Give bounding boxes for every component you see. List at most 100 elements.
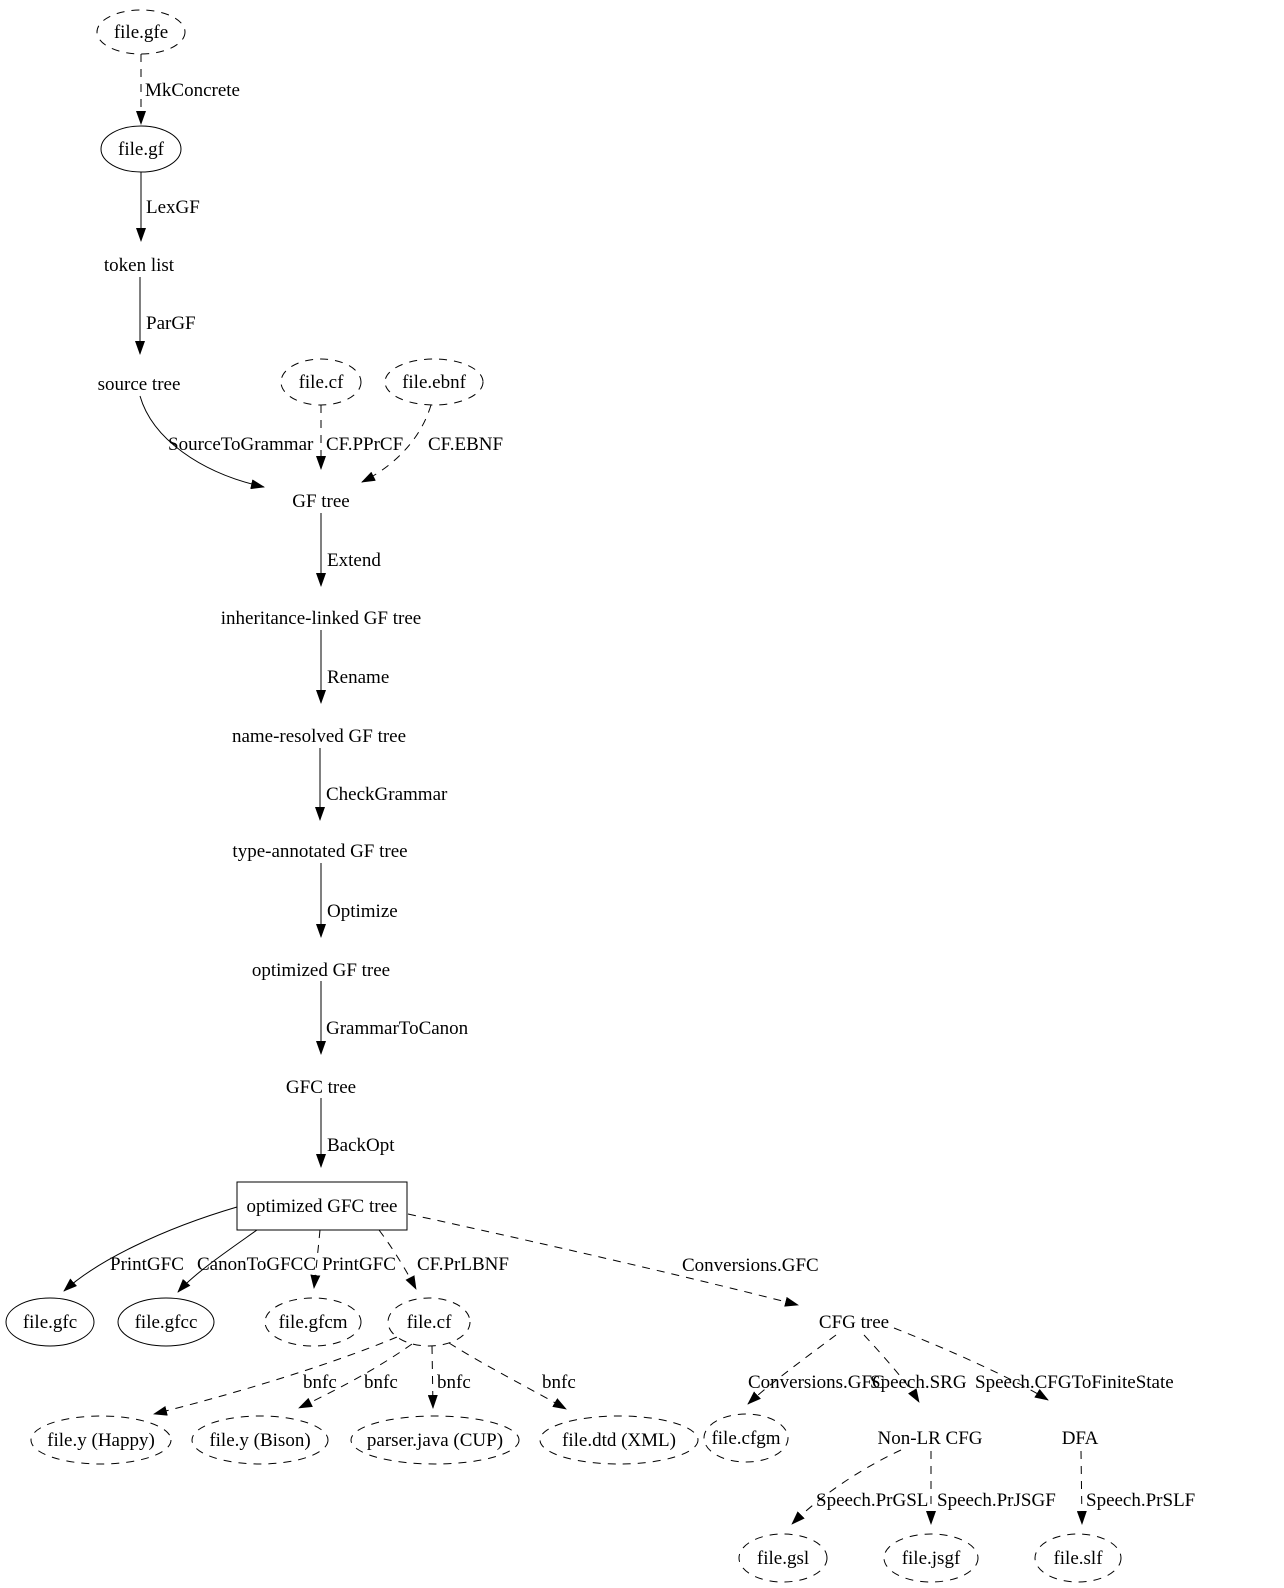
node-shape [236, 1181, 408, 1231]
node-label: name-resolved GF tree [232, 726, 406, 747]
node-file-cf-bottom: file.cf [387, 1297, 471, 1347]
edge-label: PrintGFC [110, 1254, 184, 1275]
node-inheritance-linked-gf-tree: inheritance-linked GF tree [221, 608, 421, 629]
node-shape [280, 358, 362, 406]
edge-speech-prslf: Speech.PrSLF [1076, 1450, 1195, 1525]
edge-line [448, 1342, 567, 1410]
edge-line [153, 1336, 398, 1416]
node-shape [703, 1413, 789, 1463]
edge-label: SourceToGrammar [168, 434, 314, 455]
node-label: file.jsgf [902, 1548, 961, 1569]
node-shape [384, 358, 484, 406]
edge-line [1076, 1450, 1087, 1525]
edge-lexgf: LexGF [136, 172, 200, 242]
node-file-ebnf: file.ebnf [384, 358, 484, 406]
node-file-cf-top: file.cf [280, 358, 362, 406]
node-label: file.cf [299, 372, 345, 393]
edge-line [177, 1229, 258, 1293]
edge-sourcetogrammar: SourceToGrammar [139, 395, 314, 490]
edge-speech-prgsl: Speech.PrGSL [791, 1449, 928, 1525]
edge-label: ParGF [146, 313, 196, 334]
node-name-resolved-gf-tree: name-resolved GF tree [232, 726, 406, 747]
node-label: file.gfc [23, 1312, 77, 1333]
node-label: optimized GFC tree [247, 1196, 398, 1217]
node-label: file.cf [407, 1312, 453, 1333]
edge-label: bnfc [364, 1372, 398, 1393]
edge-speech-prjsgf: Speech.PrJSGF [926, 1451, 1056, 1525]
node-shape [387, 1297, 471, 1347]
edge-line [378, 1229, 417, 1290]
edge-backopt: BackOpt [316, 1098, 395, 1168]
edge-label: Speech.SRG [870, 1372, 967, 1393]
edge-bnfc-bison: bnfc [298, 1343, 413, 1409]
node-shape [117, 1297, 215, 1347]
edge-label: bnfc [437, 1372, 471, 1393]
edge-label: Speech.PrJSGF [937, 1490, 1056, 1511]
edge-conversions-gfc-cfgm: Conversions.GFC [747, 1334, 885, 1405]
node-label: Non-LR CFG [877, 1428, 982, 1449]
edge-speech-cfgtofinitestate: Speech.CFGToFiniteState [893, 1327, 1174, 1401]
edge-line [791, 1449, 902, 1525]
node-label: file.y (Happy) [47, 1430, 155, 1451]
node-label: type-annotated GF tree [232, 841, 407, 862]
node-label: CFG tree [819, 1312, 889, 1333]
node-shape [96, 9, 186, 55]
node-file-y-bison: file.y (Bison) [191, 1415, 329, 1465]
node-label: DFA [1062, 1428, 1099, 1449]
node-shape [1034, 1533, 1122, 1583]
node-gf-tree: GF tree [292, 491, 350, 512]
node-shape [738, 1533, 828, 1583]
edge-line [310, 1229, 321, 1289]
edge-label: Conversions.GFC [682, 1255, 819, 1276]
node-shape [5, 1297, 95, 1347]
node-label: file.y (Bison) [209, 1430, 310, 1451]
edge-cf-ebnf: CF.EBNF [361, 404, 503, 483]
node-label: file.cfgm [711, 1428, 780, 1449]
edge-label: CheckGrammar [326, 784, 448, 805]
edge-line [747, 1334, 837, 1405]
node-file-cfgm: file.cfgm [703, 1413, 789, 1463]
edge-label: LexGF [146, 197, 200, 218]
node-file-dtd-xml: file.dtd (XML) [539, 1415, 699, 1465]
node-shape [883, 1533, 979, 1583]
node-label: token list [104, 255, 175, 276]
node-non-lr-cfg: Non-LR CFG [877, 1428, 982, 1449]
edge-bnfc-happy: bnfc [153, 1336, 398, 1416]
node-gfc-tree: GFC tree [286, 1077, 356, 1098]
edge-canontogfcc: CanonToGFCC [177, 1229, 316, 1293]
edge-printgfc-gfc: PrintGFC [63, 1206, 238, 1292]
edge-cf-pprcf: CF.PPrCF [316, 405, 403, 470]
node-shape [350, 1415, 520, 1465]
node-file-gsl: file.gsl [738, 1533, 828, 1583]
node-type-annotated-gf-tree: type-annotated GF tree [232, 841, 407, 862]
node-label: file.gsl [757, 1548, 809, 1569]
edge-label: Conversions.GFC [748, 1372, 885, 1393]
edge-label: Rename [327, 667, 389, 688]
edge-label: BackOpt [327, 1135, 395, 1156]
edge-line [893, 1327, 1049, 1401]
edge-label: CanonToGFCC [197, 1254, 316, 1275]
node-optimized-gfc-tree: optimized GFC tree [236, 1181, 408, 1231]
node-shape [191, 1415, 329, 1465]
node-label: GFC tree [286, 1077, 356, 1098]
edge-label: CF.PPrCF [326, 434, 403, 455]
edge-line [298, 1343, 413, 1409]
edge-cf-prlbnf: CF.PrLBNF [378, 1229, 509, 1290]
edge-label: Speech.CFGToFiniteState [975, 1372, 1174, 1393]
node-label: GF tree [292, 491, 350, 512]
edge-conversions-gfc-cfgtree: Conversions.GFC [407, 1213, 819, 1307]
edge-line [63, 1206, 238, 1292]
node-shape [30, 1415, 172, 1465]
edge-pargf: ParGF [135, 277, 196, 355]
edge-line [361, 404, 432, 483]
edge-line [863, 1334, 920, 1403]
edge-grammartocanon: GrammarToCanon [316, 981, 469, 1055]
edge-label: CF.PrLBNF [417, 1254, 509, 1275]
node-label: parser.java (CUP) [367, 1430, 503, 1451]
node-label: file.ebnf [402, 372, 467, 393]
node-label: file.dtd (XML) [562, 1430, 676, 1451]
edge-checkgrammar: CheckGrammar [315, 748, 448, 821]
node-file-gf: file.gf [100, 125, 182, 173]
